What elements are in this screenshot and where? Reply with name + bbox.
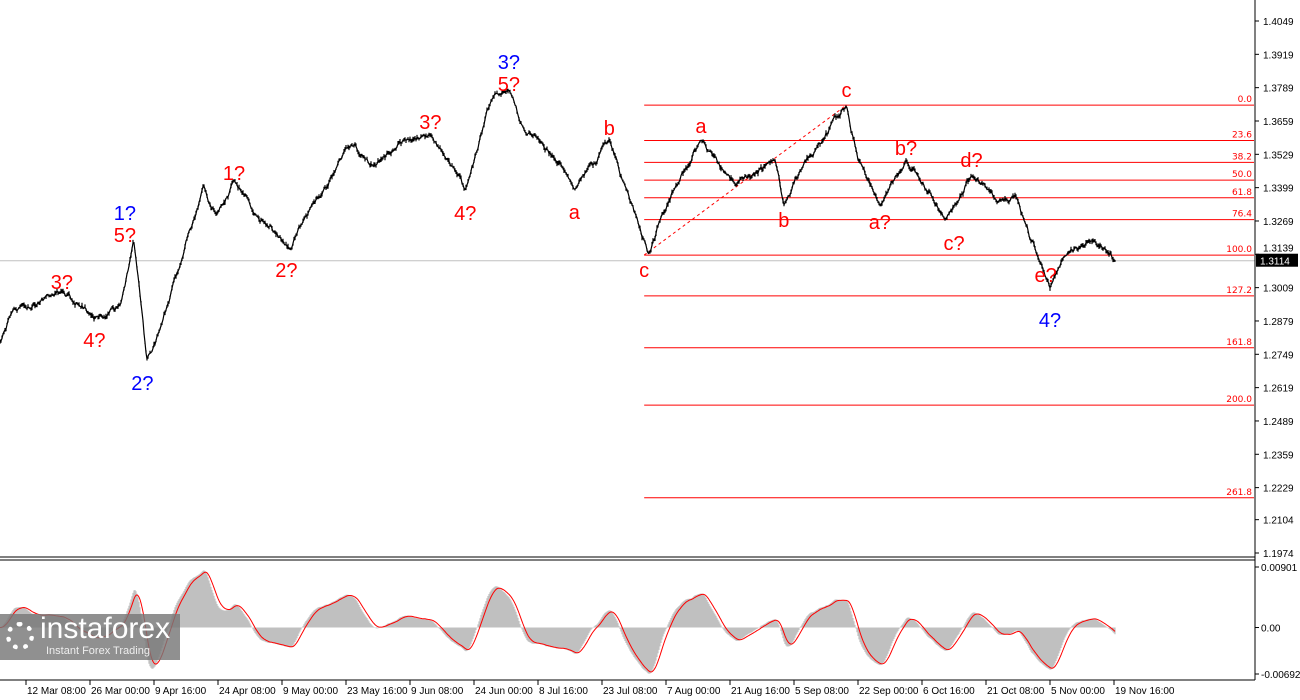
time-tick-label: 9 Apr 16:00 <box>155 686 207 697</box>
wave-label: 2? <box>131 373 153 395</box>
fib-level-label: 76.4 <box>1232 210 1252 220</box>
price-line <box>0 88 1116 361</box>
fib-level-label: 100.0 <box>1226 245 1252 255</box>
wave-label: 5? <box>114 225 136 247</box>
wave-label: b <box>604 118 615 140</box>
time-tick-label: 8 Jul 16:00 <box>539 686 588 697</box>
wave-label: a <box>569 202 581 224</box>
fib-level-label: 127.2 <box>1226 286 1252 296</box>
time-tick-label: 23 May 16:00 <box>347 686 408 697</box>
wave-label: a? <box>869 212 891 234</box>
price-tick-label: 1.3009 <box>1263 284 1294 295</box>
price-tick-label: 1.2489 <box>1263 417 1294 428</box>
price-tick-label: 1.1974 <box>1263 549 1294 560</box>
wave-label: 3? <box>51 272 73 294</box>
price-tick-label: 1.3659 <box>1263 117 1294 128</box>
price-tick-label: 1.2619 <box>1263 384 1294 395</box>
fib-level-label: 38.2 <box>1232 152 1252 162</box>
time-tick-label: 26 Mar 00:00 <box>91 686 150 697</box>
instaforex-logo: instaforex Instant Forex Trading <box>0 614 180 660</box>
price-tick-label: 1.3269 <box>1263 217 1294 228</box>
wave-label: c <box>639 260 649 282</box>
time-tick-label: 23 Jul 08:00 <box>603 686 658 697</box>
fib-level-label: 200.0 <box>1226 395 1252 405</box>
price-tick-label: 1.3529 <box>1263 150 1294 161</box>
time-tick-label: 7 Aug 00:00 <box>667 686 721 697</box>
oscillator-tick-label: -0.00692 <box>1261 670 1300 681</box>
oscillator-tick-label: 0.00901 <box>1261 563 1298 574</box>
time-tick-label: 24 Jun 00:00 <box>475 686 533 697</box>
time-tick-label: 12 Mar 08:00 <box>27 686 86 697</box>
time-tick-label: 21 Aug 16:00 <box>731 686 790 697</box>
wave-label: 4? <box>83 330 105 352</box>
time-tick-label: 19 Nov 16:00 <box>1115 686 1175 697</box>
price-tick-label: 1.3139 <box>1263 244 1294 255</box>
wave-label: 5? <box>498 74 520 96</box>
time-tick-label: 9 Jun 08:00 <box>411 686 464 697</box>
wave-label: b? <box>895 138 917 160</box>
fib-level-label: 161.8 <box>1226 338 1252 348</box>
wave-label: e? <box>1035 265 1057 287</box>
time-tick-label: 6 Oct 16:00 <box>923 686 975 697</box>
wave-label: c? <box>943 233 964 255</box>
logo-tagline: Instant Forex Trading <box>46 645 150 657</box>
price-tick-label: 1.2229 <box>1263 484 1294 495</box>
price-series <box>0 88 1255 361</box>
wave-label: 4? <box>1039 310 1061 332</box>
wave-label: 2? <box>275 260 297 282</box>
price-tick-label: 1.2104 <box>1263 516 1294 527</box>
current-price-badge <box>1256 253 1298 267</box>
time-tick-label: 9 May 00:00 <box>283 686 338 697</box>
oscillator-tick-label: 0.00 <box>1261 624 1281 635</box>
price-tick-label: 1.2359 <box>1263 450 1294 461</box>
fib-level-label: 61.8 <box>1232 188 1252 198</box>
time-tick-label: 24 Apr 08:00 <box>219 686 276 697</box>
price-tick-label: 1.4049 <box>1263 17 1294 28</box>
wave-label: 4? <box>454 203 476 225</box>
time-tick-label: 22 Sep 00:00 <box>859 686 919 697</box>
price-tick-label: 1.3919 <box>1263 50 1294 61</box>
wave-label: 3? <box>419 112 441 134</box>
price-tick-label: 1.2879 <box>1263 317 1294 328</box>
current-price-label: 1.3114 <box>1260 257 1290 268</box>
wave-label: 3? <box>498 52 520 74</box>
time-tick-label: 5 Sep 08:00 <box>795 686 849 697</box>
fib-level-label: 0.0 <box>1238 95 1253 105</box>
wave-label: c <box>841 80 851 102</box>
wave-label: d? <box>960 150 982 172</box>
fibonacci-retracement[interactable]: 0.0 23.6 38.2 50.0 61.8 76.4 100.0 127.2 161.8 20… <box>643 95 1254 499</box>
time-tick-label: 21 Oct 08:00 <box>987 686 1045 697</box>
wave-label: 1? <box>223 163 245 185</box>
fib-level-label: 23.6 <box>1232 130 1252 140</box>
fib-level-label: 50.0 <box>1232 170 1252 180</box>
price-tick-label: 1.3399 <box>1263 184 1294 195</box>
price-tick-label: 1.2749 <box>1263 350 1294 361</box>
time-tick-label: 5 Nov 00:00 <box>1051 686 1105 697</box>
wave-label: b <box>778 210 789 232</box>
wave-label: a <box>695 116 707 138</box>
oscillator-signal-line <box>0 571 1116 673</box>
fib-level-label: 261.8 <box>1226 488 1252 498</box>
price-tick-label: 1.3789 <box>1263 84 1294 95</box>
logo-name: instaforex <box>40 612 171 645</box>
wave-label: 1? <box>114 203 136 225</box>
gear-icon <box>6 622 34 650</box>
